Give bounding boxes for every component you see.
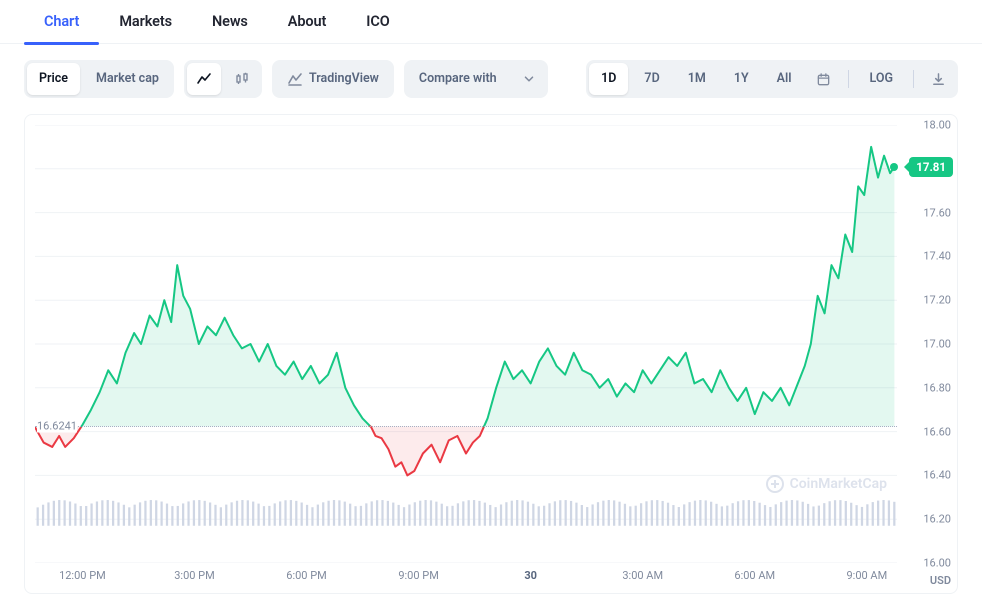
y-tick-label: 17.00 [923,338,951,351]
y-tick-label: 16.00 [923,557,951,570]
x-tick-label: 6:00 AM [734,569,775,582]
baseline-label: 16.6241 [37,420,77,433]
tradingview-button[interactable]: TradingView [275,63,391,95]
tradingview-label: TradingView [309,63,379,95]
y-axis: 18.0017.8017.6017.4017.2017.0016.8016.60… [901,125,957,563]
price-chart[interactable]: 16.6241 18.0017.8017.6017.4017.2017.0016… [24,114,958,594]
calendar-icon[interactable] [807,63,840,95]
tab-about[interactable]: About [268,0,347,44]
candlestick-chart-icon[interactable] [225,63,259,95]
x-axis: 12:00 PM 3:00 PM 6:00 PM 9:00 PM 30 3:00 AM 6:… [35,569,897,587]
watermark-text: CoinMarketCap [790,476,887,492]
range-7d[interactable]: 7D [632,63,671,95]
range-1d[interactable]: 1D [589,63,628,95]
tab-markets[interactable]: Markets [99,0,192,44]
tab-news[interactable]: News [192,0,268,44]
x-tick-label: 9:00 PM [398,569,438,582]
watermark: CoinMarketCap [766,475,887,493]
y-tick-label: 17.40 [923,250,951,263]
watermark-icon [766,475,784,493]
metric-switch: Price Market cap [24,60,174,98]
metric-marketcap[interactable]: Market cap [84,63,171,95]
y-tick-label: 17.60 [923,206,951,219]
chart-toolbar: Price Market cap TradingView Compare wi [0,44,982,114]
tab-ico[interactable]: ICO [346,0,409,44]
currency-label: USD [930,574,951,587]
line-chart-icon[interactable] [187,63,221,95]
tabs-row: Chart Markets News About ICO [0,0,982,44]
x-tick-label: 30 [524,569,537,582]
range-1m[interactable]: 1M [676,63,718,95]
compare-dropdown[interactable]: Compare with [404,60,548,98]
y-tick-label: 16.20 [923,513,951,526]
y-tick-label: 18.00 [923,119,951,132]
chart-svg [35,125,897,563]
baseline-line [35,426,897,427]
current-price-badge: 17.81 [909,157,953,177]
x-tick-label: 3:00 PM [174,569,214,582]
y-tick-label: 16.80 [923,381,951,394]
download-icon[interactable] [922,63,955,95]
chart-type-switch [184,60,262,98]
plot-area: 16.6241 [35,125,897,563]
tradingview-icon [287,71,303,87]
range-1y[interactable]: 1Y [722,63,761,95]
range-switch: 1D 7D 1M 1Y All LOG [586,60,958,98]
x-tick-label: 3:00 AM [622,569,663,582]
tab-chart[interactable]: Chart [24,0,99,44]
live-price-dot [890,163,898,171]
y-tick-label: 17.20 [923,294,951,307]
range-all[interactable]: All [765,63,804,95]
y-tick-label: 16.60 [923,425,951,438]
x-tick-label: 6:00 PM [286,569,326,582]
log-toggle[interactable]: LOG [857,63,905,95]
tradingview-button-group: TradingView [272,60,394,98]
metric-price[interactable]: Price [27,63,80,95]
x-tick-label: 9:00 AM [846,569,887,582]
chevron-down-icon [513,63,545,95]
compare-label: Compare with [419,63,497,95]
y-tick-label: 16.40 [923,469,951,482]
x-tick-label: 12:00 PM [59,569,106,582]
